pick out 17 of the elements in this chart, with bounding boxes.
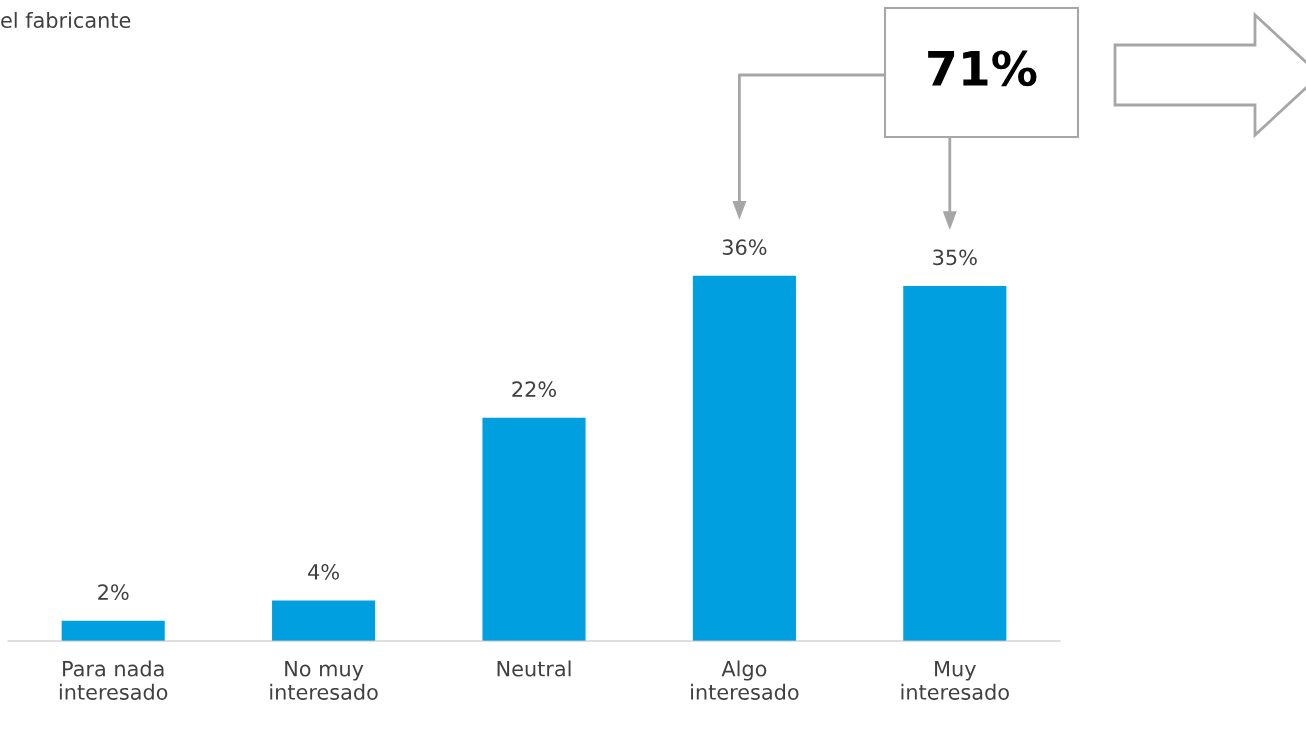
data-label: 4% [308,563,339,580]
data-label: 22% [512,381,556,398]
x-tick-label: Para nada interesado [59,660,168,700]
x-tick-label: Neutral [497,660,571,677]
bar [692,275,796,641]
x-tick-label: Muy interesado [901,661,1009,700]
x-tick-label: No muy interesado [270,661,378,700]
bar [61,620,165,641]
text: 71% [928,50,1037,87]
data-label: 35% [933,249,977,266]
x-tick-label: Algo interesado [691,660,799,700]
bar [903,285,1007,641]
data-label: 36% [722,239,767,256]
bar [272,600,376,641]
data-label: 2% [98,584,129,601]
bar [482,417,586,641]
chart-title: el fabricante [1,11,131,29]
